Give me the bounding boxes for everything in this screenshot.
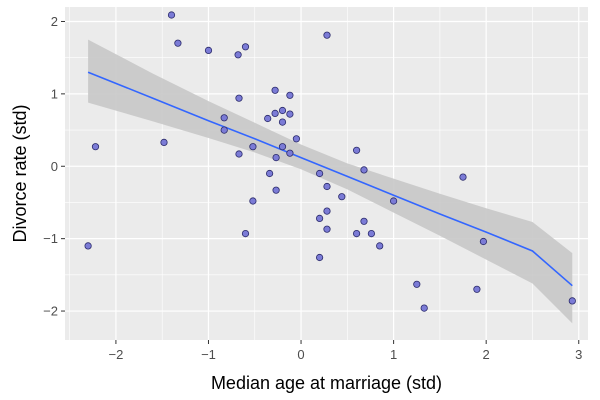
- y-tick-label: −1: [43, 231, 58, 246]
- data-point: [420, 304, 428, 312]
- data-point: [352, 146, 361, 154]
- x-tick-label: 2: [483, 347, 490, 362]
- x-tick-label: −1: [201, 347, 216, 362]
- y-axis-title: Divorce rate (std): [10, 104, 30, 242]
- x-axis-ticks: −2 −1 0 1 2 3: [108, 340, 582, 362]
- confidence-ribbon: [88, 39, 573, 324]
- y-tick-label: 1: [51, 86, 58, 101]
- x-tick-label: 3: [575, 347, 582, 362]
- data-point: [315, 253, 324, 262]
- data-point: [220, 126, 228, 134]
- data-point: [235, 94, 243, 102]
- data-point: [204, 46, 213, 55]
- data-point: [323, 207, 331, 215]
- data-point: [292, 135, 300, 143]
- data-points: [84, 11, 576, 312]
- data-point: [323, 225, 331, 233]
- data-point: [272, 186, 280, 194]
- x-tick-label: 0: [297, 347, 304, 362]
- data-point: [286, 149, 294, 157]
- data-point: [360, 166, 368, 174]
- x-tick-label: 1: [390, 347, 397, 362]
- data-point: [389, 197, 398, 205]
- data-point: [352, 230, 361, 238]
- data-point: [367, 230, 375, 238]
- data-point: [271, 86, 279, 94]
- data-point: [234, 51, 242, 59]
- data-point: [220, 114, 228, 122]
- data-point: [84, 242, 92, 250]
- data-point: [264, 114, 272, 123]
- data-point: [413, 280, 421, 288]
- data-point: [315, 169, 324, 178]
- data-point: [249, 143, 257, 151]
- y-tick-label: −2: [43, 304, 58, 319]
- data-point: [479, 237, 487, 246]
- data-point: [323, 182, 331, 191]
- data-point: [315, 214, 324, 222]
- data-point: [568, 297, 576, 305]
- data-point: [376, 242, 384, 250]
- data-point: [338, 193, 346, 201]
- x-axis-title: Median age at marriage (std): [211, 373, 442, 393]
- regression-line: [87, 71, 573, 287]
- data-point: [360, 217, 368, 225]
- data-point: [235, 150, 243, 158]
- data-point: [278, 106, 287, 115]
- data-point: [459, 173, 467, 181]
- data-point: [271, 109, 279, 118]
- data-point: [249, 197, 257, 205]
- y-tick-label: 0: [51, 159, 58, 174]
- data-point: [241, 43, 250, 51]
- y-axis-ticks: −2 −1 0 1 2: [43, 14, 65, 319]
- data-point: [323, 31, 331, 39]
- data-point: [278, 143, 287, 151]
- y-tick-label: 2: [51, 14, 58, 29]
- data-point: [91, 143, 100, 151]
- data-point: [278, 118, 287, 126]
- data-point: [272, 154, 280, 162]
- data-point: [286, 110, 294, 118]
- data-point: [174, 39, 182, 47]
- data-point: [160, 138, 168, 146]
- data-point: [241, 230, 250, 238]
- data-point: [167, 11, 176, 19]
- data-point: [473, 285, 481, 293]
- data-point: [286, 91, 294, 99]
- x-tick-label: −2: [108, 347, 123, 362]
- data-point: [265, 169, 274, 178]
